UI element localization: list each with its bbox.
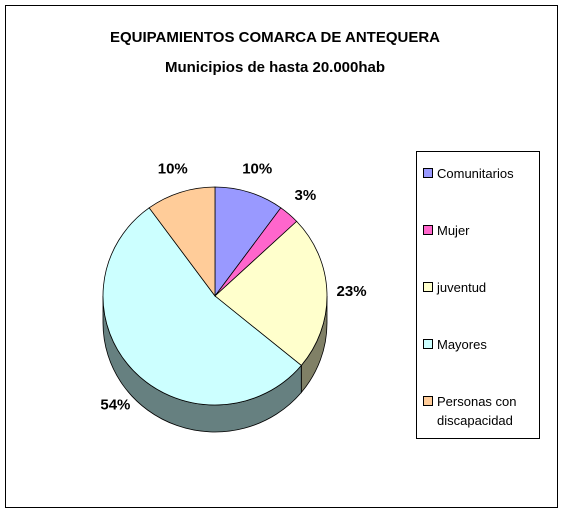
legend-label: juventud <box>437 280 487 295</box>
legend-entry: Comunitarios <box>417 164 539 221</box>
data-label: 10% <box>158 160 188 177</box>
chart-title: EQUIPAMIENTOS COMARCA DE ANTEQUERA <box>110 29 440 46</box>
legend-entry: Personas con discapacidad <box>417 392 539 449</box>
legend-swatch <box>423 339 433 349</box>
legend-label: Mujer <box>437 223 470 238</box>
legend-swatch <box>423 396 433 406</box>
data-label: 3% <box>295 187 317 204</box>
legend-entry: Mayores <box>417 335 539 392</box>
legend-entry: juventud <box>417 278 539 335</box>
legend-label: Comunitarios <box>437 166 514 181</box>
pie-slice <box>214 220 328 367</box>
legend-label: Personas con discapacidad <box>437 394 517 428</box>
data-label: 10% <box>242 160 272 177</box>
pie-slice <box>102 207 302 406</box>
data-label: 23% <box>337 283 367 300</box>
legend-label: Mayores <box>437 337 487 352</box>
legend: Comunitarios Mujer juventud Mayores Personas… <box>416 151 540 439</box>
legend-entry: Mujer <box>417 221 539 278</box>
data-label: 54% <box>100 396 130 413</box>
chart-subtitle: Municipios de hasta 20.000hab <box>165 59 385 76</box>
legend-swatch <box>423 168 433 178</box>
legend-swatch <box>423 225 433 235</box>
pie-slice <box>148 186 216 298</box>
legend-swatch <box>423 282 433 292</box>
